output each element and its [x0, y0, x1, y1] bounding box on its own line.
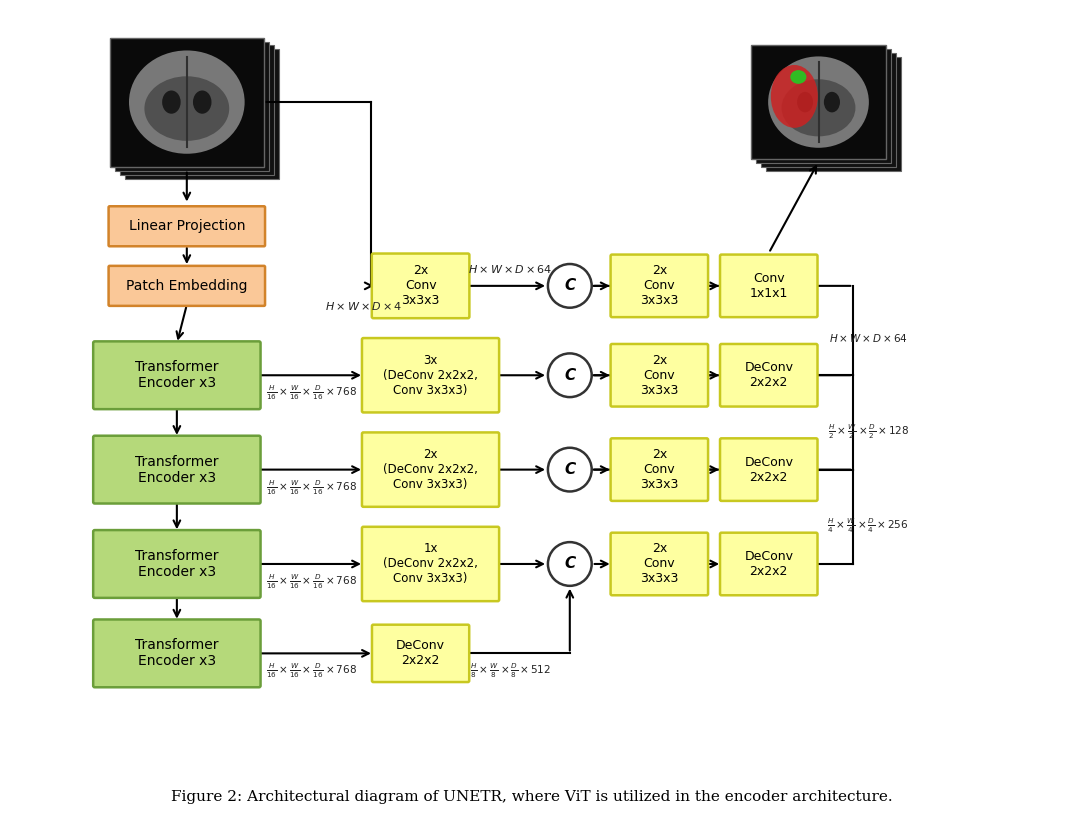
Text: Figure 2: Architectural diagram of UNETR, where ViT is utilized in the encoder a: Figure 2: Architectural diagram of UNETR… — [171, 790, 892, 805]
Circle shape — [547, 264, 592, 308]
FancyBboxPatch shape — [720, 254, 818, 317]
FancyBboxPatch shape — [610, 439, 708, 501]
FancyBboxPatch shape — [115, 41, 268, 171]
FancyBboxPatch shape — [761, 53, 896, 167]
FancyBboxPatch shape — [119, 45, 274, 174]
Text: Linear Projection: Linear Projection — [129, 219, 245, 233]
FancyBboxPatch shape — [362, 338, 499, 412]
Text: 2x
Conv
3x3x3: 2x Conv 3x3x3 — [640, 449, 678, 491]
FancyBboxPatch shape — [610, 254, 708, 317]
Ellipse shape — [782, 79, 855, 136]
Ellipse shape — [771, 65, 818, 128]
Ellipse shape — [824, 92, 840, 112]
Text: Transformer
Encoder x3: Transformer Encoder x3 — [135, 549, 218, 579]
Text: DeConv
2x2x2: DeConv 2x2x2 — [396, 639, 445, 667]
Ellipse shape — [129, 50, 245, 154]
Circle shape — [547, 448, 592, 491]
FancyBboxPatch shape — [720, 439, 818, 501]
Circle shape — [547, 354, 592, 397]
Text: $H \times W \times D \times 64$: $H \times W \times D \times 64$ — [829, 331, 907, 344]
Text: 2x
Conv
3x3x3: 2x Conv 3x3x3 — [402, 264, 440, 307]
FancyBboxPatch shape — [610, 533, 708, 596]
FancyBboxPatch shape — [720, 344, 818, 406]
Ellipse shape — [145, 76, 229, 141]
FancyBboxPatch shape — [109, 206, 265, 246]
Text: Patch Embedding: Patch Embedding — [126, 279, 247, 293]
Ellipse shape — [162, 91, 181, 114]
Text: $\frac{H}{8} \times \frac{W}{8} \times \frac{D}{8} \times 512$: $\frac{H}{8} \times \frac{W}{8} \times \… — [470, 662, 551, 681]
FancyBboxPatch shape — [751, 45, 886, 159]
Text: C: C — [564, 368, 575, 382]
Text: Conv
1x1x1: Conv 1x1x1 — [750, 272, 788, 300]
Text: 3x
(DeConv 2x2x2,
Conv 3x3x3): 3x (DeConv 2x2x2, Conv 3x3x3) — [383, 354, 478, 396]
Text: 2x
Conv
3x3x3: 2x Conv 3x3x3 — [640, 543, 678, 586]
Text: $H \times W \times D \times 64$: $H \times W \times D \times 64$ — [468, 263, 553, 275]
FancyBboxPatch shape — [93, 436, 261, 504]
Text: DeConv
2x2x2: DeConv 2x2x2 — [744, 361, 793, 389]
Ellipse shape — [193, 91, 212, 114]
FancyBboxPatch shape — [362, 527, 499, 601]
FancyBboxPatch shape — [720, 533, 818, 596]
Circle shape — [547, 542, 592, 586]
FancyBboxPatch shape — [109, 266, 265, 306]
Text: DeConv
2x2x2: DeConv 2x2x2 — [744, 550, 793, 578]
Text: $H \times W \times D \times 4$: $H \times W \times D \times 4$ — [325, 300, 403, 311]
Text: $\frac{H}{16} \times \frac{W}{16} \times \frac{D}{16} \times 768$: $\frac{H}{16} \times \frac{W}{16} \times… — [265, 384, 357, 402]
FancyBboxPatch shape — [767, 57, 901, 171]
Text: Transformer
Encoder x3: Transformer Encoder x3 — [135, 454, 218, 485]
Text: 2x
(DeConv 2x2x2,
Conv 3x3x3): 2x (DeConv 2x2x2, Conv 3x3x3) — [383, 449, 478, 491]
FancyBboxPatch shape — [110, 37, 264, 167]
FancyBboxPatch shape — [93, 530, 261, 598]
Text: C: C — [564, 462, 575, 477]
Text: DeConv
2x2x2: DeConv 2x2x2 — [744, 456, 793, 483]
Text: Transformer
Encoder x3: Transformer Encoder x3 — [135, 638, 218, 668]
FancyBboxPatch shape — [610, 344, 708, 406]
Text: 1x
(DeConv 2x2x2,
Conv 3x3x3): 1x (DeConv 2x2x2, Conv 3x3x3) — [383, 543, 478, 586]
Text: C: C — [564, 278, 575, 293]
Ellipse shape — [797, 92, 814, 112]
Text: Transformer
Encoder x3: Transformer Encoder x3 — [135, 360, 218, 391]
Text: C: C — [564, 557, 575, 572]
FancyBboxPatch shape — [362, 433, 499, 507]
Text: 2x
Conv
3x3x3: 2x Conv 3x3x3 — [640, 264, 678, 307]
FancyBboxPatch shape — [372, 624, 470, 682]
Text: $\frac{H}{2} \times \frac{W}{2} \times \frac{D}{2} \times 128$: $\frac{H}{2} \times \frac{W}{2} \times \… — [828, 423, 908, 441]
Text: $\frac{H}{16} \times \frac{W}{16} \times \frac{D}{16} \times 768$: $\frac{H}{16} \times \frac{W}{16} \times… — [265, 478, 357, 496]
FancyBboxPatch shape — [756, 49, 890, 164]
Text: $\frac{H}{16} \times \frac{W}{16} \times \frac{D}{16} \times 768$: $\frac{H}{16} \times \frac{W}{16} \times… — [265, 572, 357, 591]
Text: $\frac{H}{4} \times \frac{W}{4} \times \frac{D}{4} \times 256$: $\frac{H}{4} \times \frac{W}{4} \times \… — [828, 517, 910, 535]
Ellipse shape — [790, 70, 806, 83]
Ellipse shape — [768, 56, 869, 148]
FancyBboxPatch shape — [93, 620, 261, 687]
Text: $\frac{H}{16} \times \frac{W}{16} \times \frac{D}{16} \times 768$: $\frac{H}{16} \times \frac{W}{16} \times… — [265, 662, 357, 681]
FancyBboxPatch shape — [93, 341, 261, 409]
FancyBboxPatch shape — [372, 254, 470, 318]
FancyBboxPatch shape — [125, 50, 279, 178]
Text: 2x
Conv
3x3x3: 2x Conv 3x3x3 — [640, 354, 678, 396]
